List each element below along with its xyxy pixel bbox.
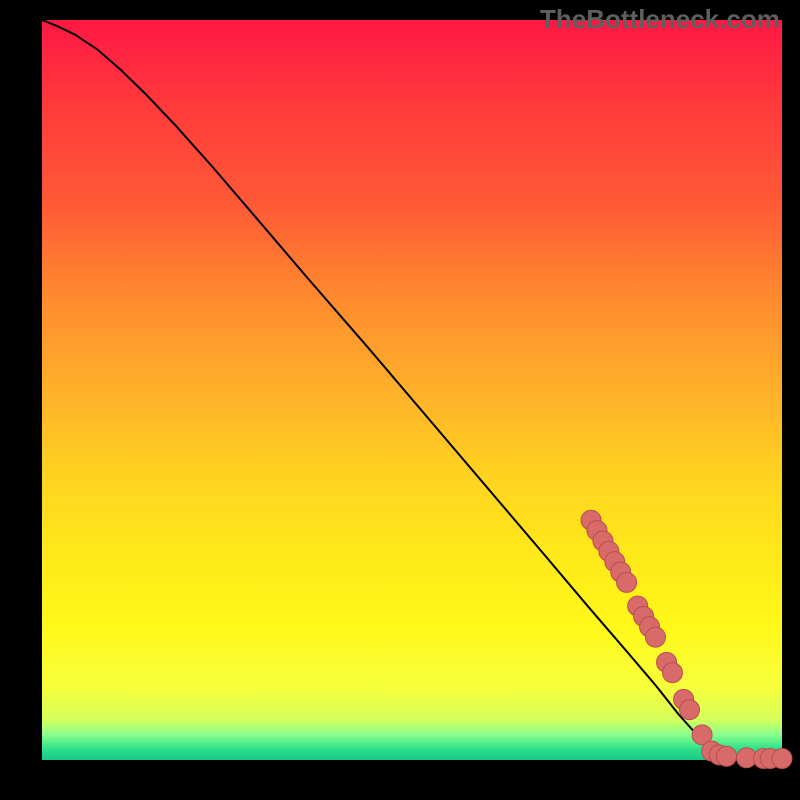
data-marker [645, 627, 665, 647]
chart-overlay [0, 0, 800, 800]
chart-container: TheBottleneck.com [0, 0, 800, 800]
bottleneck-curve [42, 20, 782, 760]
data-marker [680, 700, 700, 720]
data-marker [617, 572, 637, 592]
data-marker [772, 749, 792, 769]
data-marker [662, 663, 682, 683]
data-marker [717, 746, 737, 766]
